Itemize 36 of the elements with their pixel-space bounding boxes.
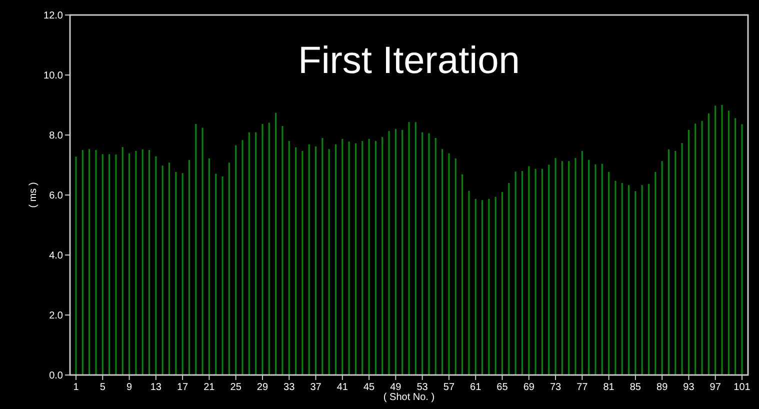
x-tick-label: 5: [100, 382, 106, 393]
x-tick-label: 33: [284, 382, 296, 393]
y-tick-label: 0.0: [49, 370, 64, 382]
x-tick-label: 69: [523, 382, 535, 393]
y-tick-label: 2.0: [49, 310, 64, 322]
x-tick-label: 65: [496, 382, 508, 393]
x-tick-label: 57: [443, 382, 455, 393]
x-tick-label: 53: [416, 382, 428, 393]
x-tick-label: 13: [150, 382, 162, 393]
x-tick-label: 29: [256, 382, 268, 393]
x-tick-label: 1: [73, 382, 80, 393]
x-tick-label: 89: [656, 382, 668, 393]
y-tick-label: 8.0: [49, 130, 64, 142]
x-tick-label: 49: [390, 382, 402, 393]
text: First Iteration: [298, 40, 520, 82]
x-tick-label: 73: [550, 382, 562, 393]
x-tick-label: 41: [336, 382, 348, 393]
x-axis-title: ( Shot No. ): [383, 392, 435, 403]
x-tick-label: 21: [204, 382, 216, 393]
x-tick-label: 93: [683, 382, 695, 393]
y-tick-label: 4.0: [49, 250, 64, 262]
x-tick-label: 85: [630, 382, 642, 393]
x-tick-label: 9: [126, 382, 132, 393]
x-tick-label: 97: [710, 382, 722, 393]
x-tick-label: 77: [576, 382, 588, 393]
y-tick-label: 12.0: [44, 10, 64, 22]
x-tick-label: 45: [363, 382, 376, 393]
x-tick-label: 101: [734, 382, 751, 393]
x-tick-label: 37: [310, 382, 322, 393]
x-tick-label: 25: [230, 382, 242, 393]
x-tick-label: 17: [176, 382, 189, 393]
y-axis-title: ( ms ): [28, 182, 39, 208]
x-tick-label: 81: [603, 382, 615, 393]
x-tick-label: 61: [470, 382, 482, 393]
y-tick-label: 6.0: [49, 190, 64, 202]
y-tick-label: 10.0: [44, 70, 64, 82]
